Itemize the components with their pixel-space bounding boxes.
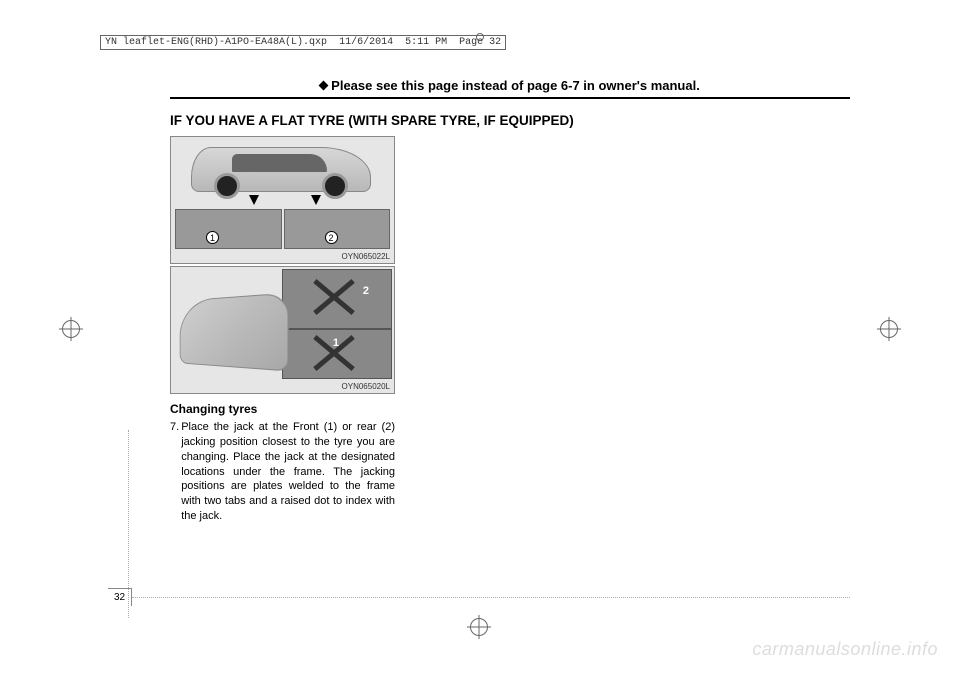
wheel-icon: [214, 173, 240, 199]
header-time: 5:11 PM: [405, 37, 447, 48]
car-angle-illustration: [180, 292, 289, 371]
step-number: 7.: [170, 420, 179, 524]
panel-label-2: 2: [325, 231, 338, 244]
wheel-icon: [322, 173, 348, 199]
jack-label-2: 2: [363, 285, 369, 297]
body-text: 7. Place the jack at the Front (1) or re…: [170, 420, 395, 524]
print-header: YN leaflet-ENG(RHD)-A1PO-EA48A(L).qxp 11…: [100, 35, 506, 50]
underbody-panel-front: 1: [175, 209, 282, 249]
arrow-down-icon: [311, 195, 321, 205]
panel-label-1: 1: [206, 231, 219, 244]
underbody-panel-rear: 2: [284, 209, 391, 249]
jack-icon: [314, 277, 354, 317]
jack-label-1: 1: [333, 337, 339, 349]
page-number: 32: [108, 588, 132, 606]
section-title: IF YOU HAVE A FLAT TYRE (WITH SPARE TYRE…: [170, 113, 850, 128]
watermark: carmanualsonline.info: [752, 639, 938, 660]
page-instruction: Please see this page instead of page 6-7…: [170, 78, 850, 99]
arrow-down-icon: [249, 195, 259, 205]
step-body: Place the jack at the Front (1) or rear …: [181, 420, 395, 524]
subheading: Changing tyres: [170, 402, 850, 416]
registration-mark-icon: [880, 320, 898, 338]
figure-jack-positions: 1 2 OYN065022L: [170, 136, 395, 264]
header-date: 11/6/2014: [339, 37, 393, 48]
figure-code: OYN065020L: [342, 382, 390, 391]
figure-code: OYN065022L: [342, 252, 390, 261]
registration-mark-icon: [62, 320, 80, 338]
header-filename: YN leaflet-ENG(RHD)-A1PO-EA48A(L).qxp: [105, 37, 327, 48]
figure-jack-detail: 2 1 OYN065020L: [170, 266, 395, 394]
car-window-icon: [232, 154, 327, 172]
registration-mark-icon: [470, 618, 488, 636]
figure-block: 1 2 OYN065022L 2 1 OYN065020L: [170, 136, 395, 394]
diamond-icon: [319, 81, 329, 91]
dotted-divider: [132, 597, 850, 598]
instruction-text: Please see this page instead of page 6-7…: [331, 78, 700, 93]
page-content: Please see this page instead of page 6-7…: [125, 78, 850, 524]
car-illustration: [191, 147, 371, 192]
registration-mark-icon: [476, 33, 484, 41]
